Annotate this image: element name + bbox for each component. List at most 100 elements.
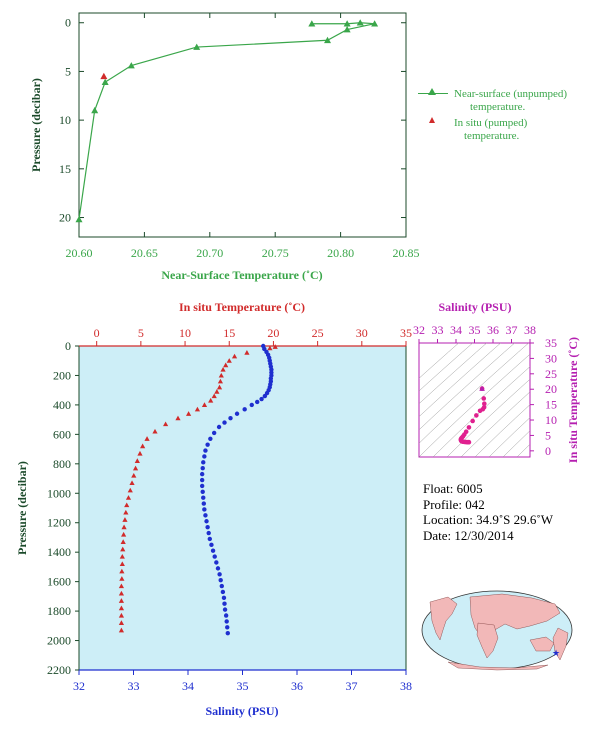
salinity-point (223, 613, 229, 618)
ts-y-axis-label: In situ Temperature (˚C) (566, 337, 580, 463)
y-tick-label: 5 (65, 64, 71, 78)
salinity-point (234, 411, 240, 416)
salinity-point (212, 554, 217, 559)
float-id: Float: 6005 (423, 481, 483, 496)
salinity-point (205, 442, 210, 447)
temperature-point (211, 393, 217, 399)
temperature-point (132, 465, 139, 471)
ts-point (466, 439, 472, 445)
near-surface-point (91, 106, 99, 114)
density-contour-line (446, 378, 530, 457)
salinity-point (201, 501, 207, 506)
salinity-point (242, 407, 247, 412)
ts-y-tick-label: 10 (545, 413, 557, 427)
temperature-point (214, 389, 220, 394)
ts-plot-area (418, 342, 531, 458)
pressure-tick-label: 600 (53, 427, 71, 441)
salinity-tick-label: 33 (128, 679, 140, 693)
temperature-tick-label: 15 (223, 326, 235, 340)
salinity-point (201, 460, 206, 465)
pressure-tick-label: 800 (53, 457, 71, 471)
temperature-point (220, 366, 226, 372)
ts-x-tick-label: 34 (450, 323, 462, 337)
map-land-australia (529, 636, 555, 652)
ts-title: Salinity (PSU) (438, 300, 511, 314)
ts-y-tick-label: 30 (545, 351, 557, 365)
salinity-point (255, 399, 260, 405)
salinity-point (206, 530, 211, 536)
pressure-tick-label: 1800 (47, 604, 71, 618)
density-contour-line (419, 343, 530, 444)
salinity-point (211, 430, 217, 436)
legend-triangle-red-icon (429, 117, 435, 123)
salinity-point (225, 625, 230, 630)
temperature-point (123, 509, 129, 515)
temperature-point (127, 487, 133, 493)
temperature-point (217, 378, 224, 384)
near-surface-point (101, 78, 109, 85)
x-tick-label: 20.85 (393, 246, 420, 260)
legend-triangle-green-icon (428, 88, 436, 95)
temperature-point (119, 576, 125, 581)
pressure-tick-label: 2200 (47, 663, 71, 677)
map-land-africa (476, 622, 499, 659)
temperature-point (118, 605, 125, 611)
salinity-tick-label: 38 (400, 679, 412, 693)
salinity-point (218, 577, 223, 583)
salinity-point (219, 583, 224, 589)
salinity-point (200, 466, 205, 471)
x-tick-label: 20.75 (262, 246, 289, 260)
pressure-tick-label: 400 (53, 398, 71, 412)
salinity-point (204, 519, 209, 524)
near-surface-point (343, 26, 351, 33)
map-land-americas (429, 596, 458, 641)
legend-label-near-surface-2: temperature. (470, 101, 526, 113)
temperature-tick-label: 25 (312, 326, 324, 340)
temperature-point (267, 345, 273, 351)
salinity-point (216, 424, 222, 430)
ts-density-contours (419, 343, 530, 457)
pressure-tick-label: 1600 (47, 575, 71, 589)
x-tick-label: 20.80 (327, 246, 354, 260)
salinity-point (207, 536, 212, 542)
profile-top-axis-label: In situ Temperature (˚C) (179, 300, 305, 314)
salinity-tick-label: 36 (291, 679, 303, 693)
legend-item-near-surface: Near-surface (unpumped) temperature. (418, 88, 567, 114)
salinity-point (199, 471, 205, 477)
profile-y-axis-label: Pressure (decibar) (15, 461, 29, 555)
top-y-axis-label: Pressure (decibar) (29, 78, 43, 172)
legend-label-in-situ-1: In situ (pumped) (454, 117, 528, 129)
temperature-tick-label: 35 (400, 326, 412, 340)
temperature-point (226, 358, 232, 363)
temperature-point (163, 421, 169, 427)
temperature-point (124, 502, 130, 508)
top-plot-frame (78, 12, 407, 238)
ts-x-tick-label: 35 (469, 323, 481, 337)
salinity-point (228, 415, 233, 421)
temperature-point (223, 362, 229, 368)
density-contour-line (419, 343, 460, 379)
temperature-point (121, 531, 127, 537)
salinity-point (222, 607, 228, 612)
salinity-point (202, 507, 207, 512)
density-contour-line (419, 343, 516, 431)
salinity-point (201, 495, 206, 500)
temperature-point (120, 546, 126, 552)
profile-series-layer (118, 343, 278, 636)
density-contour-line (488, 417, 530, 457)
ts-point (470, 418, 475, 424)
near-surface-point (127, 62, 135, 69)
ts-x-tick-label: 33 (432, 323, 444, 337)
location-map: ★ (421, 590, 573, 671)
temperature-point (272, 344, 278, 349)
density-contour-line (460, 391, 530, 457)
temperature-tick-label: 10 (179, 326, 191, 340)
temperature-point (201, 402, 208, 407)
temperature-point (120, 539, 126, 544)
salinity-point (217, 572, 222, 577)
ts-point (474, 413, 479, 418)
ts-y-tick-label: 25 (545, 367, 557, 381)
top-panel: 20.60 20.65 20.70 20.75 20.80 20.85 0 5 10 15 20 N… (29, 12, 420, 282)
temperature-point (140, 443, 146, 449)
